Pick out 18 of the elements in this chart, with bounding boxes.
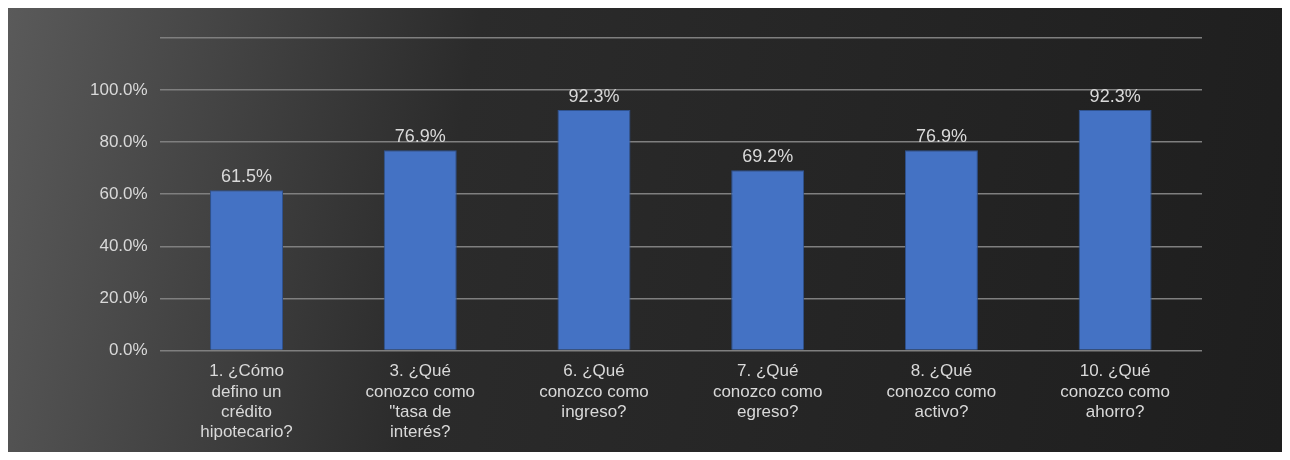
y-tick-label: 40.0% <box>99 235 148 255</box>
data-label: 61.5% <box>221 166 273 187</box>
x-tick-label: 3. ¿Qué conozco como "tasa de interés? <box>365 361 476 442</box>
data-label: 92.3% <box>568 86 620 107</box>
y-tick-label: 100.0% <box>89 79 148 99</box>
x-tick-label: 6. ¿Qué conozco como ingreso? <box>539 361 649 422</box>
data-label: 76.9% <box>394 126 446 147</box>
data-label: 69.2% <box>742 146 794 167</box>
y-tick-label: 60.0% <box>99 183 148 203</box>
x-tick-label: 7. ¿Qué conozco como egreso? <box>712 361 823 422</box>
y-tick-label: 80.0% <box>99 131 148 151</box>
data-label: 76.9% <box>915 126 967 147</box>
y-tick-label: 0.0% <box>108 340 148 360</box>
x-tick-label: 8. ¿Qué conozco como activo? <box>886 361 997 422</box>
x-tick-label: 10. ¿Qué conozco como ahorro? <box>1060 361 1170 422</box>
data-label: 92.3% <box>1089 86 1141 107</box>
y-tick-label: 20.0% <box>99 288 148 308</box>
x-tick-label: 1. ¿Cómo defino un crédito hipotecario? <box>200 361 293 442</box>
